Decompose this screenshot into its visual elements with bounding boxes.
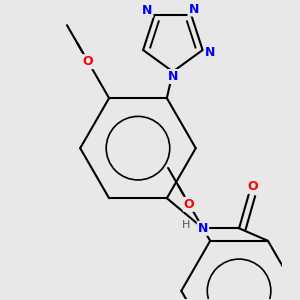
Text: N: N [205,46,215,59]
Text: N: N [188,2,199,16]
Text: O: O [184,198,194,211]
Text: N: N [168,70,178,83]
Text: N: N [198,222,208,235]
Text: N: N [142,4,152,17]
Text: O: O [247,180,258,193]
Text: H: H [182,220,190,230]
Text: O: O [83,55,93,68]
